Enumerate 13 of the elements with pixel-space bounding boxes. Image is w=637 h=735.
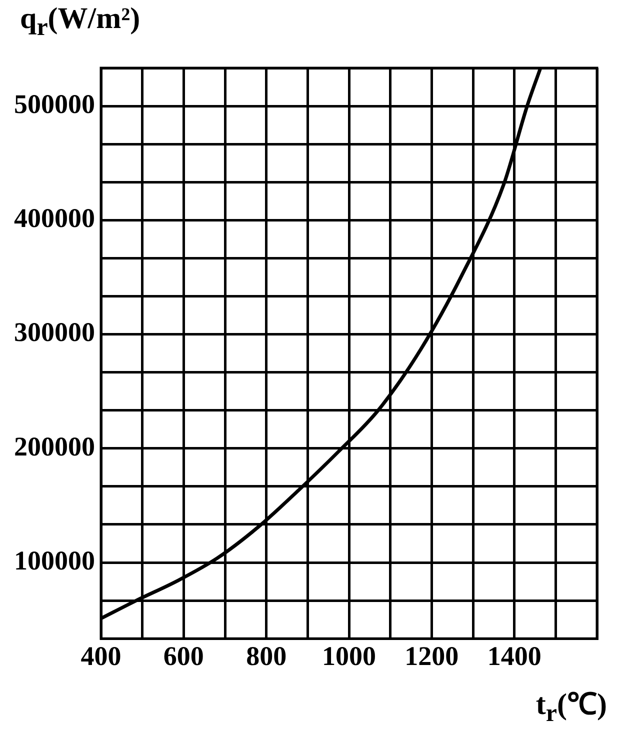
y-tick-label: 300000: [14, 317, 95, 348]
x-tick-label: 600: [163, 640, 204, 671]
x-axis-title: t$_{r}$(℃): [536, 687, 607, 728]
y-tick-label: 200000: [14, 431, 95, 462]
y-tick-label: 400000: [14, 203, 95, 234]
y-axis-title: q$_{r}$(W/m²): [20, 2, 140, 42]
y-tick-label: 500000: [14, 89, 95, 120]
x-tick-label: 1000: [322, 640, 376, 671]
x-tick-label: 800: [246, 640, 287, 671]
x-tick-label: 400: [80, 640, 122, 671]
x-tick-label: 1200: [404, 640, 459, 671]
y-tick-label: 100000: [14, 545, 95, 576]
x-tick-label: 1400: [487, 640, 542, 671]
